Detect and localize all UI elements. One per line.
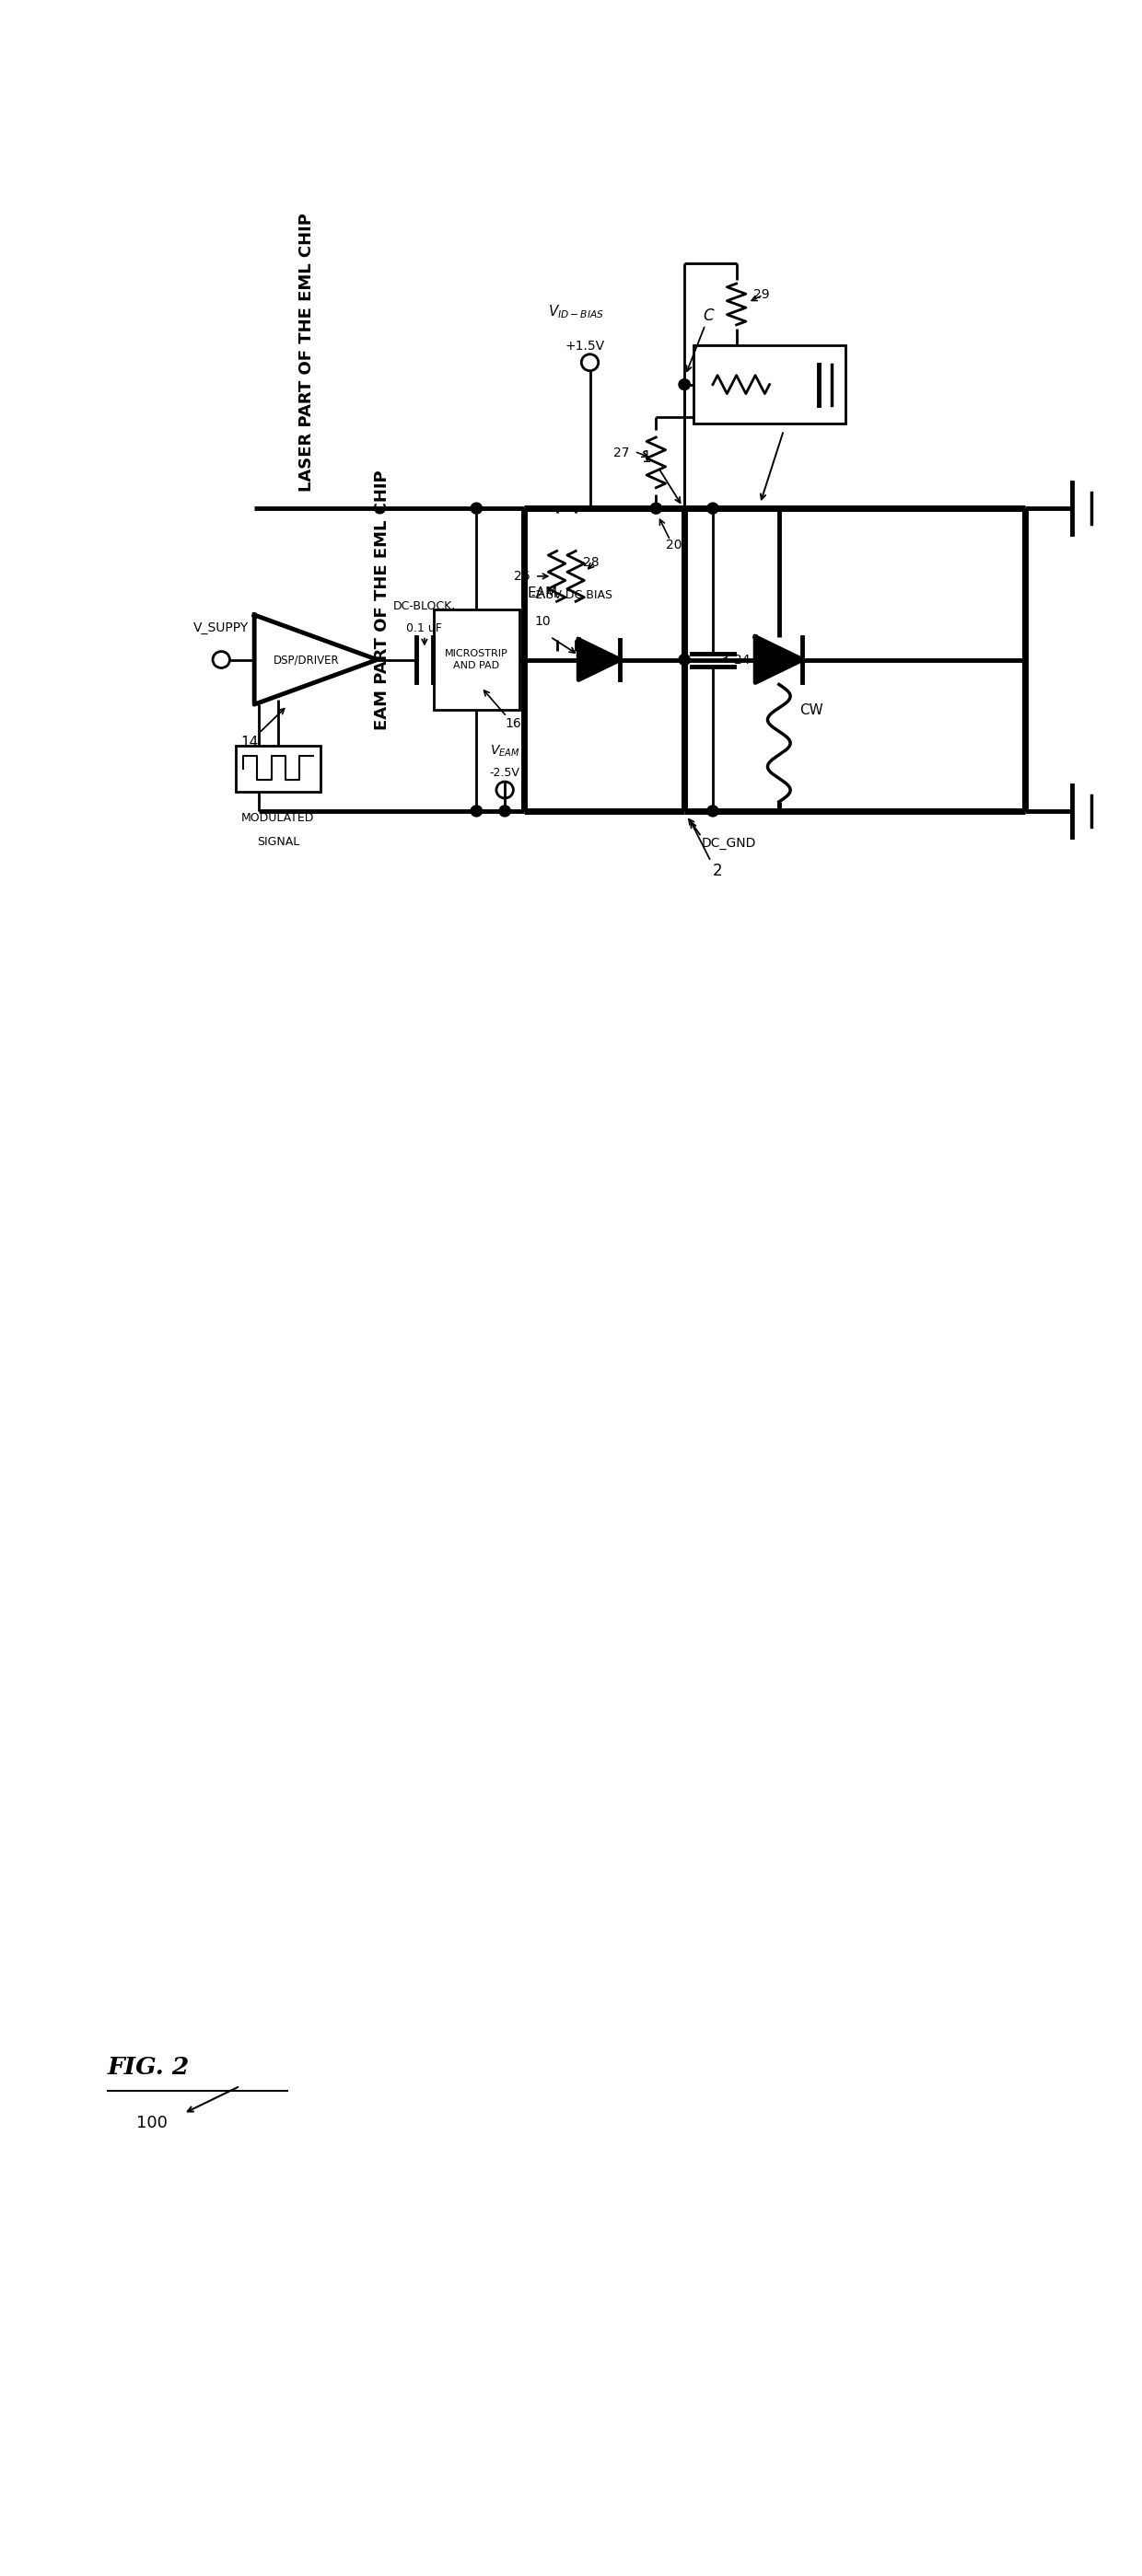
Text: DC-BLOCK,: DC-BLOCK, [393,600,456,613]
Text: MICROSTRIP
AND PAD: MICROSTRIP AND PAD [445,649,508,670]
Text: 12: 12 [788,402,806,417]
Text: EAM PART OF THE EML CHIP: EAM PART OF THE EML CHIP [373,469,391,729]
Circle shape [499,806,510,817]
Text: $V_{EAM}$: $V_{EAM}$ [490,744,520,760]
Polygon shape [579,639,620,680]
Text: C: C [703,307,714,325]
Text: 20: 20 [666,538,682,551]
Text: DC_GND: DC_GND [701,837,756,850]
Text: 27: 27 [613,446,629,459]
Bar [235,744,321,791]
Text: V_SUPPY: V_SUPPY [193,621,249,634]
Polygon shape [755,636,803,683]
Text: CW: CW [799,703,823,716]
Text: 14: 14 [241,734,258,750]
Circle shape [471,502,482,513]
Text: -2.5V DC BIAS: -2.5V DC BIAS [531,590,612,600]
Bar [434,611,518,711]
Text: 2: 2 [713,863,723,878]
Circle shape [471,806,482,817]
Text: -2.5V: -2.5V [490,768,520,778]
Text: 1: 1 [642,451,651,466]
Text: 0.1 uF: 0.1 uF [407,621,442,634]
Text: 29: 29 [754,289,770,301]
Text: 26: 26 [514,569,530,582]
Circle shape [678,379,690,389]
Text: LASER: LASER [733,368,788,384]
Circle shape [678,654,690,665]
Text: 10: 10 [534,616,550,629]
Text: MODULATED: MODULATED [241,811,314,824]
Circle shape [707,806,718,817]
Text: FIG. 2: FIG. 2 [107,2056,190,2079]
Text: DSP/DRIVER: DSP/DRIVER [273,654,339,665]
Text: EAM: EAM [528,587,558,600]
Text: 16: 16 [505,719,521,732]
Text: $V_{ID-BIAS}$: $V_{ID-BIAS}$ [548,304,604,319]
Text: +1.5V: +1.5V [565,340,605,353]
Text: 100: 100 [136,2115,168,2130]
Text: 28: 28 [584,556,600,569]
Text: SIGNAL: SIGNAL [257,835,299,848]
Circle shape [651,502,661,513]
Bar [694,345,845,422]
Circle shape [707,502,718,513]
Text: LASER PART OF THE EML CHIP: LASER PART OF THE EML CHIP [298,214,314,492]
Text: 24: 24 [733,654,749,667]
